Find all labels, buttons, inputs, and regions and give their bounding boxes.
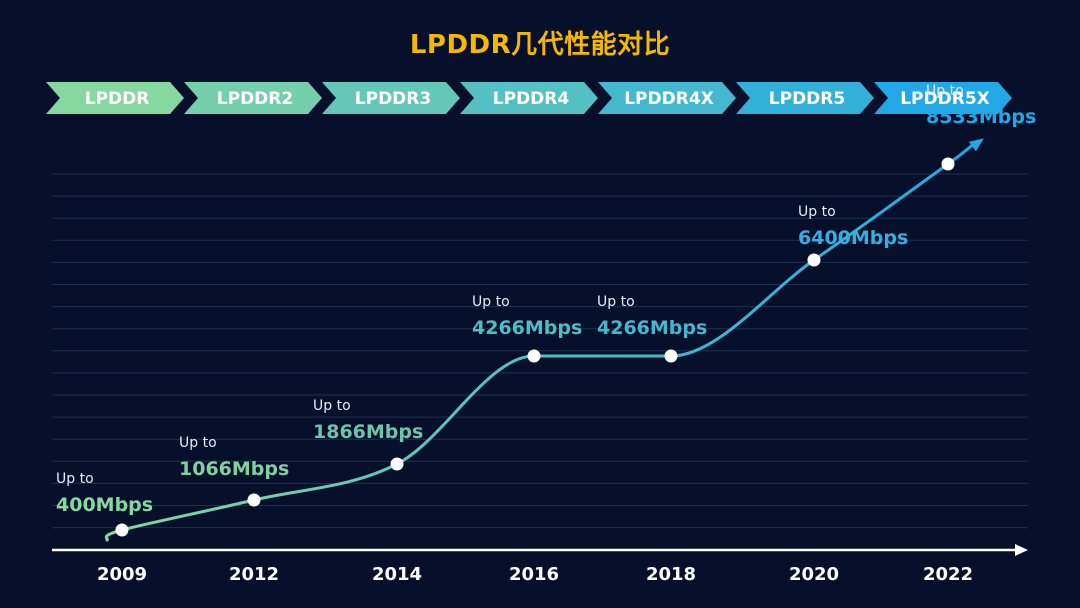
generation-chevron-lpddr3 xyxy=(322,82,460,114)
chart-title: LPDDR几代性能对比 xyxy=(409,30,671,60)
generation-label: LPDDR2 xyxy=(217,89,293,109)
data-point xyxy=(247,493,261,507)
generation-chevron-lpddr xyxy=(46,82,184,114)
generation-chevron-lpddr5x xyxy=(874,82,1012,114)
data-label-value: 8533Mbps xyxy=(926,106,1036,128)
x-tick-label: 2016 xyxy=(509,564,559,585)
x-tick-label: 2009 xyxy=(97,564,147,585)
x-axis-arrow-icon xyxy=(1015,544,1028,556)
gridlines xyxy=(52,173,1028,529)
data-label-value: 4266Mbps xyxy=(597,317,707,339)
data-point xyxy=(115,523,129,537)
data-labels: Up to 400Mbps Up to 1066Mbps Up to 1866Mbps Up… xyxy=(56,83,1036,516)
x-tick-label: 2022 xyxy=(923,564,973,585)
x-axis: 2009 2012 2014 2016 2018 2020 2022 xyxy=(52,544,1028,585)
data-point xyxy=(941,157,955,171)
data-label-prefix: Up to xyxy=(597,294,635,310)
data-label-value: 6400Mbps xyxy=(798,227,908,249)
generation-chevron-lpddr5 xyxy=(736,82,874,114)
generation-label: LPDDR5X xyxy=(900,89,990,109)
generation-label: LPDDR3 xyxy=(355,89,431,109)
generation-chevron-lpddr4x xyxy=(598,82,736,114)
x-tick-label: 2014 xyxy=(372,564,422,585)
generation-label: LPDDR4 xyxy=(493,89,570,109)
data-label-value: 4266Mbps xyxy=(472,317,582,339)
data-points xyxy=(115,157,955,537)
data-label-prefix: Up to xyxy=(472,294,510,310)
generation-label: LPDDR5 xyxy=(769,89,845,109)
data-label-prefix: Up to xyxy=(798,204,836,220)
series-line-path xyxy=(104,140,981,542)
data-label-prefix: Up to xyxy=(926,83,964,99)
data-label-value: 1866Mbps xyxy=(313,421,423,443)
series-arrow-icon xyxy=(968,138,984,152)
data-point xyxy=(664,349,678,363)
data-label-value: 1066Mbps xyxy=(179,458,289,480)
data-point xyxy=(527,349,541,363)
x-tick-label: 2012 xyxy=(229,564,279,585)
x-tick-label: 2018 xyxy=(646,564,696,585)
generation-label: LPDDR4X xyxy=(624,89,714,109)
data-point xyxy=(807,253,821,267)
data-label-value: 400Mbps xyxy=(56,494,153,516)
data-point xyxy=(390,457,404,471)
data-label-prefix: Up to xyxy=(313,398,351,414)
x-tick-label: 2020 xyxy=(789,564,839,585)
generation-label: LPDDR xyxy=(85,89,150,109)
generation-chevron-lpddr4 xyxy=(460,82,598,114)
generation-timeline: LPDDR LPDDR2 LPDDR3 LPDDR4 LPDDR4X LPDDR5 LPDD… xyxy=(46,82,1012,114)
data-label-prefix: Up to xyxy=(179,435,217,451)
generation-chevron-lpddr2 xyxy=(184,82,322,114)
data-label-prefix: Up to xyxy=(56,471,94,487)
